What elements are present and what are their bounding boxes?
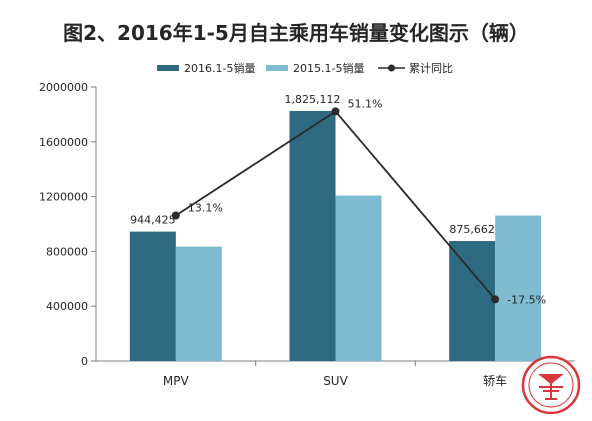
legend-line-marker [388, 64, 395, 72]
bar-2015 [175, 246, 222, 361]
chart-title: 图2、2016年1-5月自主乘用车销量变化图示（辆） [63, 21, 529, 45]
y-tick-label: 400000 [46, 300, 88, 313]
yoy-value-label: 51.1% [348, 97, 383, 110]
yoy-marker [331, 107, 340, 116]
legend-label-yoy: 累计同比 [409, 62, 453, 75]
bar-2016 [449, 241, 496, 361]
y-tick-label: 2000000 [39, 81, 88, 94]
y-tick-label: 800000 [46, 245, 88, 258]
legend-swatch-2016 [157, 65, 179, 71]
plot-area: 0 400000 800000 1200000 1600000 2000000 MPV SUV… [39, 81, 575, 388]
bar-value-label: 1,825,112 [285, 93, 341, 106]
bar-2016 [289, 110, 336, 361]
bar-value-label: 944,425 [130, 214, 176, 227]
x-category-label: MPV [163, 374, 190, 388]
bar-value-label: 875,662 [449, 223, 495, 236]
yoy-value-label: -17.5% [507, 293, 546, 306]
legend-label-2016: 2016.1-5销量 [184, 61, 255, 75]
x-category-label: 轿车 [483, 373, 507, 388]
y-tick-label: 1200000 [39, 191, 88, 204]
yoy-value-label: 13.1% [188, 202, 223, 215]
legend-label-2015: 2015.1-5销量 [293, 61, 364, 75]
legend-swatch-2015 [266, 65, 288, 71]
x-category-label: SUV [323, 374, 348, 388]
bar-2015 [495, 215, 542, 361]
yoy-marker [171, 211, 180, 220]
bar-2015 [335, 195, 382, 361]
bar-2016 [129, 231, 176, 361]
y-tick-label: 0 [81, 355, 88, 368]
seal-stamp [521, 355, 581, 415]
yoy-marker [491, 295, 500, 304]
legend: 2016.1-5销量 2015.1-5销量 累计同比 [157, 61, 453, 75]
y-tick-label: 1600000 [39, 136, 88, 149]
